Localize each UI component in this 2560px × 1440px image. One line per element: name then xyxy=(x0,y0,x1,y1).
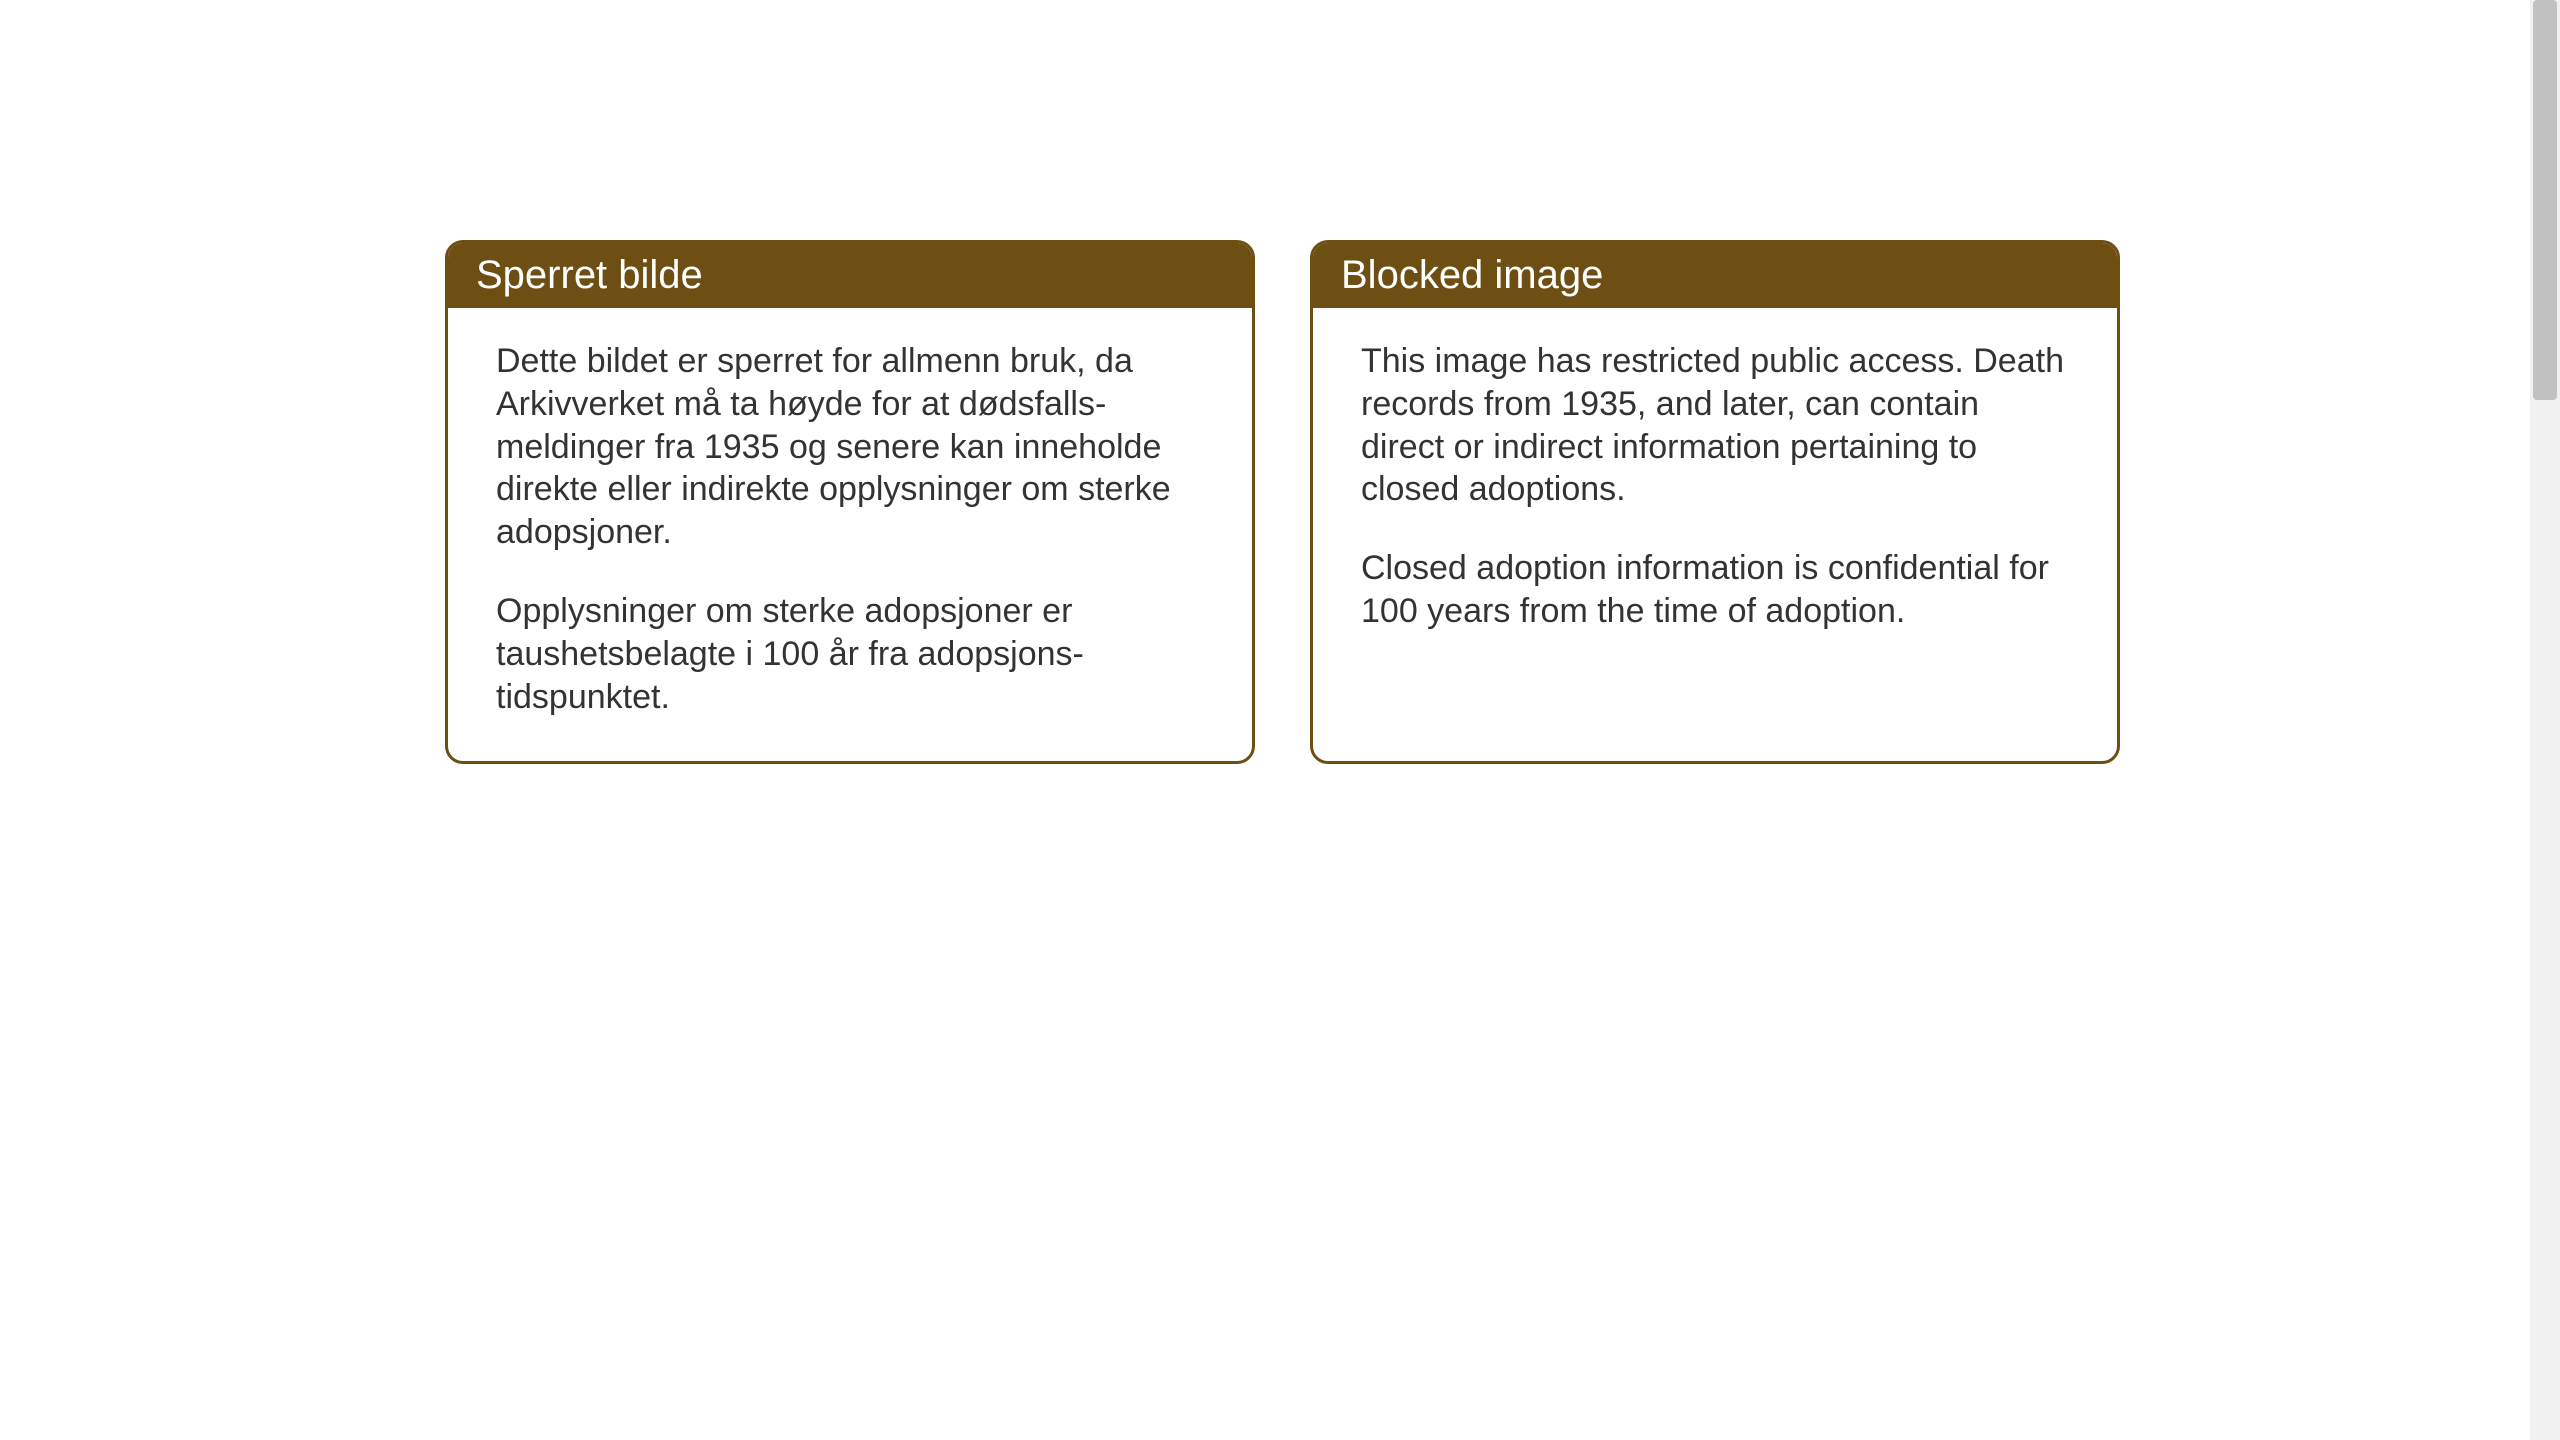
card-header-norwegian: Sperret bilde xyxy=(448,243,1252,308)
card-header-english: Blocked image xyxy=(1313,243,2117,308)
card-title-english: Blocked image xyxy=(1341,253,1603,297)
card-paragraph-1-english: This image has restricted public access.… xyxy=(1361,340,2069,511)
card-paragraph-1-norwegian: Dette bildet er sperret for allmenn bruk… xyxy=(496,340,1204,554)
scrollbar-thumb[interactable] xyxy=(2533,0,2557,400)
vertical-scrollbar[interactable] xyxy=(2530,0,2560,1440)
blocked-image-card-english: Blocked image This image has restricted … xyxy=(1310,240,2120,764)
card-title-norwegian: Sperret bilde xyxy=(476,253,703,297)
card-paragraph-2-english: Closed adoption information is confident… xyxy=(1361,547,2069,633)
card-paragraph-2-norwegian: Opplysninger om sterke adopsjoner er tau… xyxy=(496,590,1204,718)
card-body-norwegian: Dette bildet er sperret for allmenn bruk… xyxy=(448,308,1252,761)
blocked-image-card-norwegian: Sperret bilde Dette bildet er sperret fo… xyxy=(445,240,1255,764)
cards-container: Sperret bilde Dette bildet er sperret fo… xyxy=(445,240,2120,764)
card-body-english: This image has restricted public access.… xyxy=(1313,308,2117,675)
